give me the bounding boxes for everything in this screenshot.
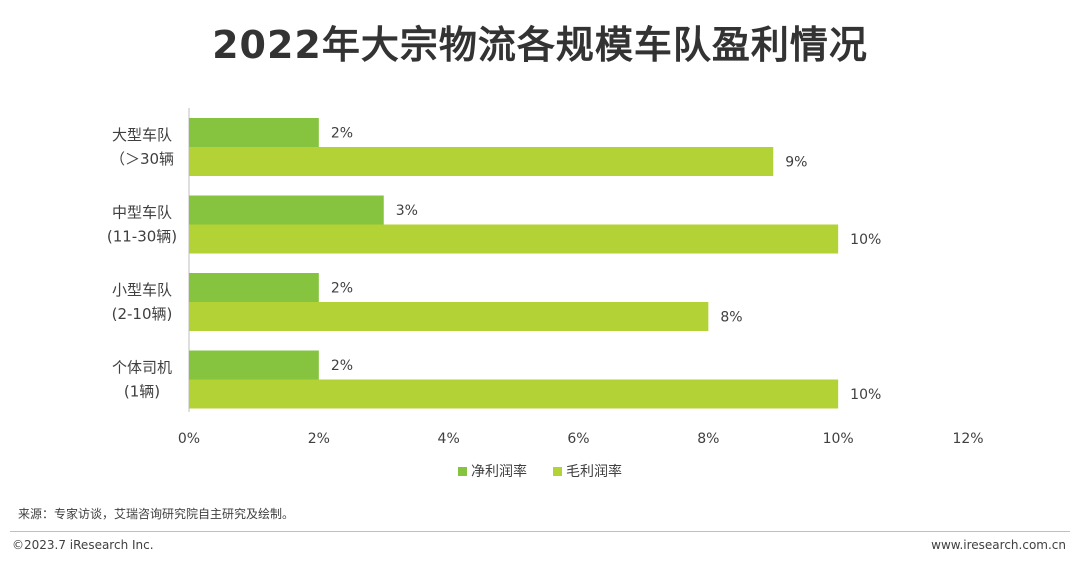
copyright: ©2023.7 iResearch Inc. xyxy=(12,538,154,552)
category-label-3-line1: 个体司机 xyxy=(112,359,172,377)
category-label-2-line2: (2-10辆) xyxy=(112,305,173,323)
legend-swatch-net xyxy=(458,466,467,476)
legend-label-gross: 毛利润率 xyxy=(566,464,622,480)
chart-title: 2022年大宗物流各规模车队盈利情况 xyxy=(212,23,868,67)
legend-item-net: 净利润率 xyxy=(458,461,527,481)
category-label-3-line2: (1辆) xyxy=(124,383,160,401)
value-label-gross-2: 8% xyxy=(720,310,742,326)
bar-net-3 xyxy=(189,350,319,380)
legend-label-net: 净利润率 xyxy=(471,464,527,480)
value-label-gross-0: 9% xyxy=(785,155,807,171)
source-note: 来源：专家访谈，艾瑞咨询研究院自主研究及绘制。 xyxy=(18,507,295,521)
value-label-net-3: 2% xyxy=(331,358,353,374)
bar-gross-1 xyxy=(189,224,839,254)
bar-gross-2 xyxy=(189,302,709,331)
x-tick-label-1: 2% xyxy=(308,431,330,447)
category-label-0-line2: （＞30辆 xyxy=(110,150,174,168)
value-label-gross-3: 10% xyxy=(850,387,881,403)
website: www.iresearch.com.cn xyxy=(931,538,1066,552)
category-label-1-line1: 中型车队 xyxy=(112,204,172,222)
x-tick-label-5: 10% xyxy=(823,431,854,447)
bar-net-2 xyxy=(189,273,319,302)
bar-net-1 xyxy=(189,195,384,225)
x-tick-label-2: 4% xyxy=(438,431,460,447)
category-label-2-line1: 小型车队 xyxy=(112,281,172,299)
legend: 净利润率 毛利润率 xyxy=(0,461,1080,481)
x-tick-label-3: 6% xyxy=(567,431,589,447)
value-label-net-1: 3% xyxy=(396,203,418,219)
category-label-0-line1: 大型车队 xyxy=(112,126,172,144)
bar-gross-0 xyxy=(189,147,774,176)
x-tick-label-0: 0% xyxy=(178,431,200,447)
legend-swatch-gross xyxy=(553,466,562,476)
footer-divider xyxy=(10,531,1070,532)
value-label-net-2: 2% xyxy=(331,281,353,297)
value-label-net-0: 2% xyxy=(331,126,353,142)
x-tick-label-4: 8% xyxy=(697,431,719,447)
value-label-gross-1: 10% xyxy=(850,232,881,248)
legend-item-gross: 毛利润率 xyxy=(553,461,622,481)
bar-gross-3 xyxy=(189,379,839,409)
x-tick-label-6: 12% xyxy=(952,431,983,447)
category-label-1-line2: (11-30辆) xyxy=(107,228,177,246)
bar-net-0 xyxy=(189,118,319,147)
